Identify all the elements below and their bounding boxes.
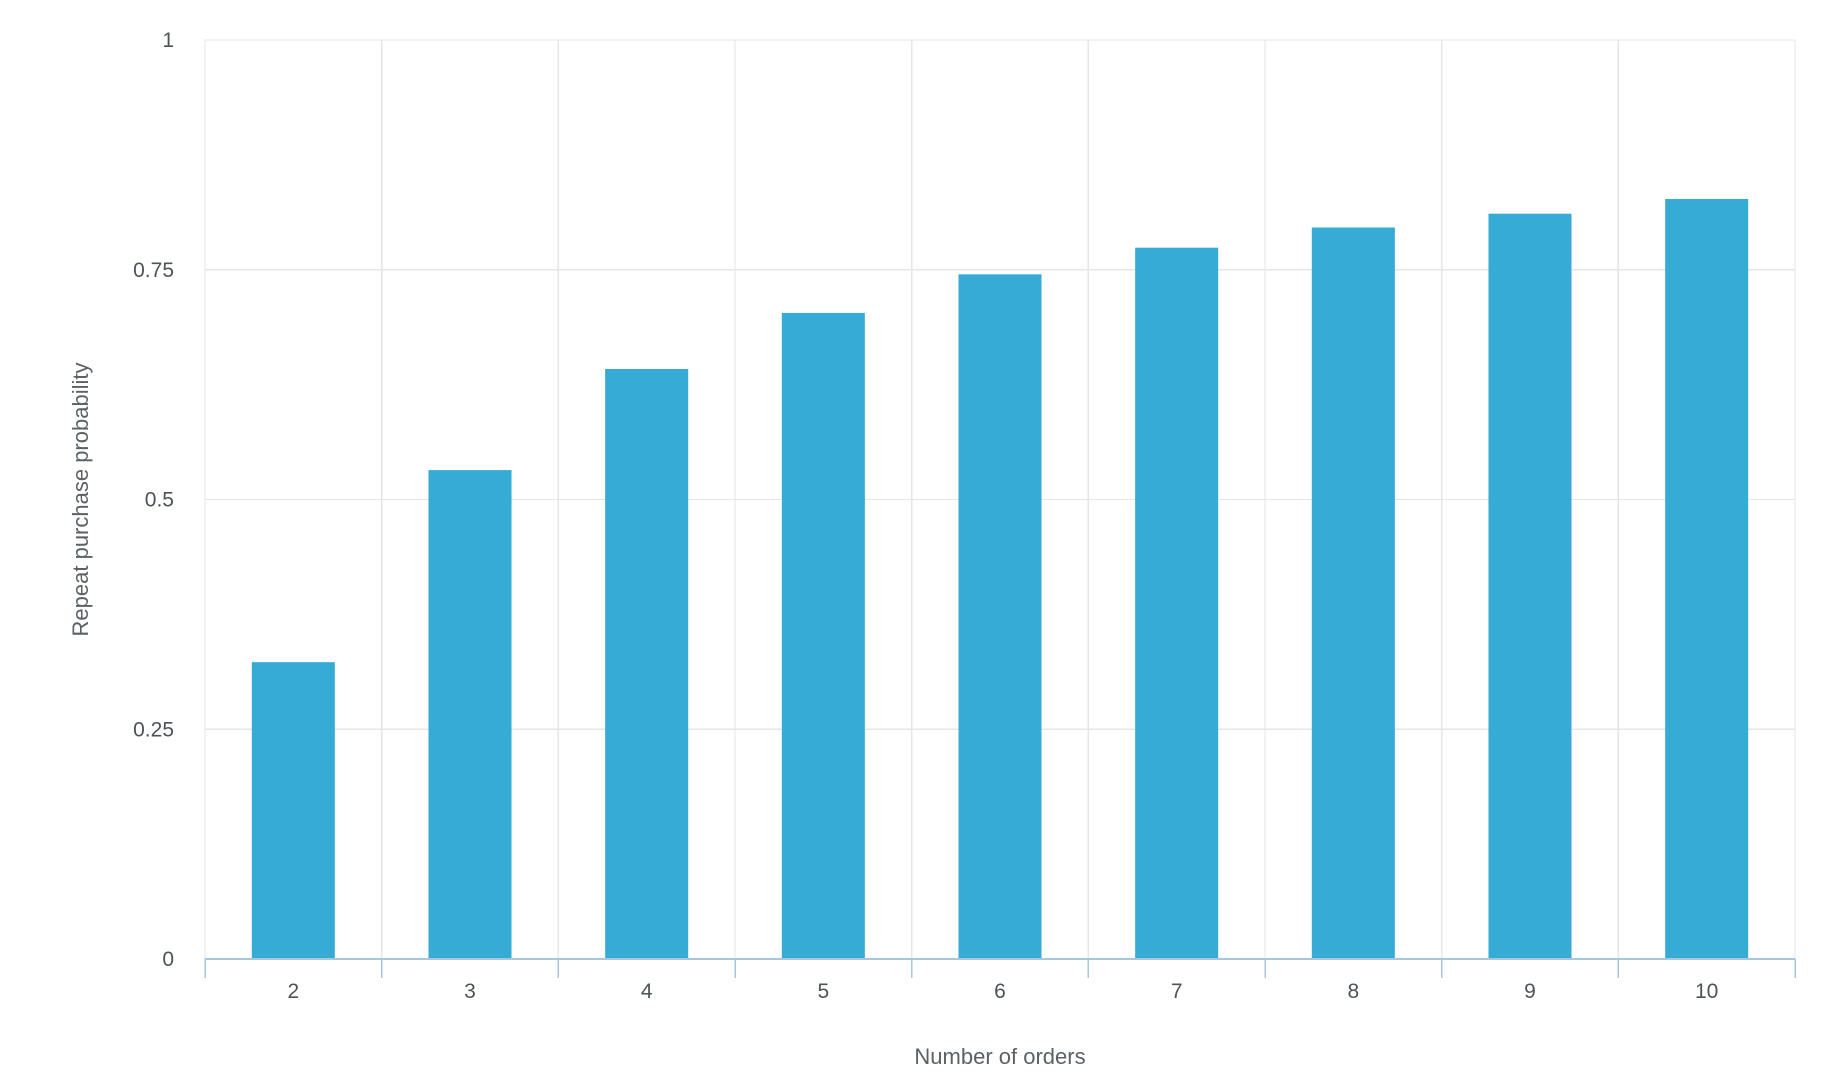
x-tick-label: 3 — [464, 980, 476, 1003]
bar-4 — [605, 369, 689, 959]
bar-5 — [781, 312, 865, 959]
y-tick-label: 0.25 — [133, 718, 174, 741]
x-tick-label: 9 — [1524, 980, 1536, 1003]
bars — [251, 198, 1749, 960]
y-tick-label: 1 — [162, 29, 174, 52]
x-tick-label: 7 — [1171, 980, 1183, 1003]
x-tick-label: 6 — [994, 980, 1006, 1003]
y-tick-label: 0 — [162, 948, 174, 971]
y-tick-label: 0.5 — [145, 489, 174, 512]
bar-7 — [1135, 247, 1219, 960]
x-tick-label: 8 — [1347, 980, 1359, 1003]
bar-2 — [251, 662, 335, 959]
axes: 0 0.25 0.5 0.75 1 2 3 4 5 6 7 8 9 10 — [133, 29, 1796, 1003]
x-tick-label: 10 — [1695, 980, 1718, 1003]
gridlines — [204, 39, 1796, 959]
bar-8 — [1311, 227, 1395, 959]
x-tick-label: 4 — [641, 980, 653, 1003]
x-axis-title: Number of orders — [914, 1044, 1085, 1069]
y-axis-title: Repeat purchase probability — [68, 363, 93, 637]
bar-3 — [428, 470, 512, 959]
x-tick-label: 5 — [817, 980, 829, 1003]
y-tick-label: 0.75 — [133, 259, 174, 282]
bar-9 — [1488, 213, 1572, 960]
x-tick-label: 2 — [287, 980, 299, 1003]
bar-10 — [1665, 198, 1749, 959]
bar-6 — [958, 274, 1042, 960]
